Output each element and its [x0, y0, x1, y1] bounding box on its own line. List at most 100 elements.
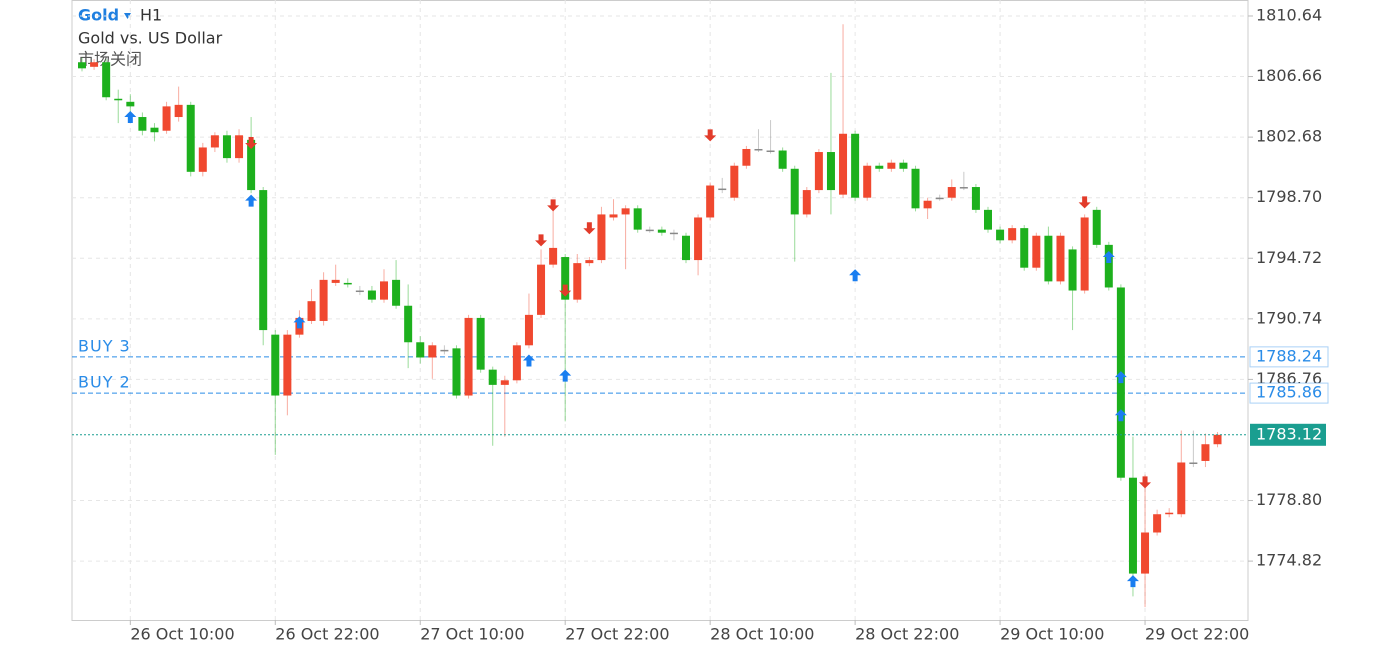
candle-body [1020, 228, 1029, 268]
trade-marker [293, 316, 306, 329]
last-price-tag [1250, 423, 1326, 446]
candle-body [609, 214, 618, 218]
x-tick-label: 26 Oct 10:00 [130, 625, 234, 644]
candle-body [174, 104, 183, 118]
candle-body [319, 279, 328, 321]
trade-marker [1139, 476, 1152, 489]
candle-body [790, 168, 799, 215]
candle-body [657, 229, 666, 233]
candle-body [730, 165, 739, 198]
candle-body [959, 187, 968, 189]
candle-body [984, 209, 992, 230]
candle-body [935, 197, 944, 200]
candle-body [1056, 235, 1065, 282]
trade-marker [245, 194, 258, 207]
candle-body [392, 279, 401, 306]
symbol[interactable]: Gold [78, 6, 119, 25]
x-tick-label: 29 Oct 22:00 [1145, 625, 1249, 644]
candle-body [1128, 477, 1137, 574]
trade-marker [124, 110, 137, 123]
candle-body [150, 127, 159, 133]
candle-body [1032, 235, 1041, 268]
candle-body [1080, 217, 1089, 291]
candle-body [307, 301, 316, 321]
timeframe[interactable]: H1 [140, 6, 162, 25]
candle-body [102, 62, 111, 98]
price-line-label: BUY 2 [78, 373, 131, 392]
trade-marker [583, 222, 596, 235]
candle-body [210, 135, 219, 148]
price-line-value: 1788.24 [1256, 346, 1322, 365]
candle-body [1189, 462, 1198, 464]
y-tick-label: 1794.72 [1256, 248, 1322, 267]
candle-body [645, 229, 654, 232]
candle-body [863, 165, 872, 198]
trade-marker [245, 136, 258, 149]
candle-body [1068, 249, 1077, 291]
trade-marker [704, 129, 717, 142]
candle-body [996, 229, 1005, 241]
price-line-tag [1249, 382, 1329, 404]
candle-body [1165, 512, 1174, 515]
y-tick-label: 1806.66 [1256, 66, 1322, 85]
candle-body [126, 101, 135, 107]
y-tick-label: 1798.70 [1256, 187, 1322, 206]
candle-body [585, 260, 594, 264]
symbol-menu[interactable] [124, 13, 131, 19]
candle-body [1177, 462, 1186, 515]
price-line-tag [1249, 346, 1329, 368]
candle-body [537, 264, 546, 315]
candle-body [271, 334, 280, 396]
candle-body [718, 188, 727, 191]
candle-body [162, 106, 171, 131]
candle-body [923, 200, 932, 209]
candle-body [1092, 209, 1101, 245]
trade-marker [1078, 196, 1091, 209]
candle-body [899, 162, 908, 169]
y-tick-label: 1774.82 [1256, 551, 1322, 570]
trade-marker [1102, 250, 1115, 263]
trade-marker [1126, 575, 1139, 588]
trade-marker [559, 284, 572, 297]
candle-body [488, 369, 497, 385]
candle-body [355, 290, 364, 293]
candle-body [1104, 244, 1113, 288]
candle-body [911, 168, 920, 209]
candle-body [742, 148, 751, 166]
candle-body [78, 62, 86, 69]
y-tick-label: 1810.64 [1256, 5, 1322, 24]
candle-body [766, 150, 775, 153]
candle-body [1201, 444, 1210, 461]
x-tick-label: 28 Oct 22:00 [855, 625, 959, 644]
candle-body [343, 282, 352, 285]
trade-marker [849, 269, 862, 282]
trade-marker [535, 234, 548, 247]
candle-body [706, 185, 715, 218]
trade-marker [1114, 409, 1127, 422]
candle-body [754, 148, 763, 151]
x-tick-label: 27 Oct 10:00 [420, 625, 524, 644]
candle-body [416, 342, 425, 358]
candle-body [549, 247, 558, 265]
trade-marker [1114, 371, 1127, 384]
candle-body [512, 345, 521, 381]
x-tick-label: 29 Oct 10:00 [1000, 625, 1104, 644]
y-tick-label: 1790.74 [1256, 308, 1322, 327]
candle-body [380, 281, 388, 300]
candle-body [114, 98, 123, 101]
candle-body [851, 133, 860, 198]
candle-body [186, 104, 195, 172]
candle-body [404, 305, 413, 343]
candle-body [573, 263, 582, 300]
candle-body [367, 290, 376, 300]
candle-body [90, 62, 99, 67]
candle-body [621, 208, 630, 215]
candle-body [669, 232, 678, 235]
trade-marker [522, 354, 535, 367]
candle-body [971, 187, 980, 210]
candle-body [331, 279, 340, 283]
candle-body [947, 187, 956, 198]
x-tick-label: 26 Oct 22:00 [275, 625, 379, 644]
price-line-value: 1785.86 [1256, 383, 1322, 402]
